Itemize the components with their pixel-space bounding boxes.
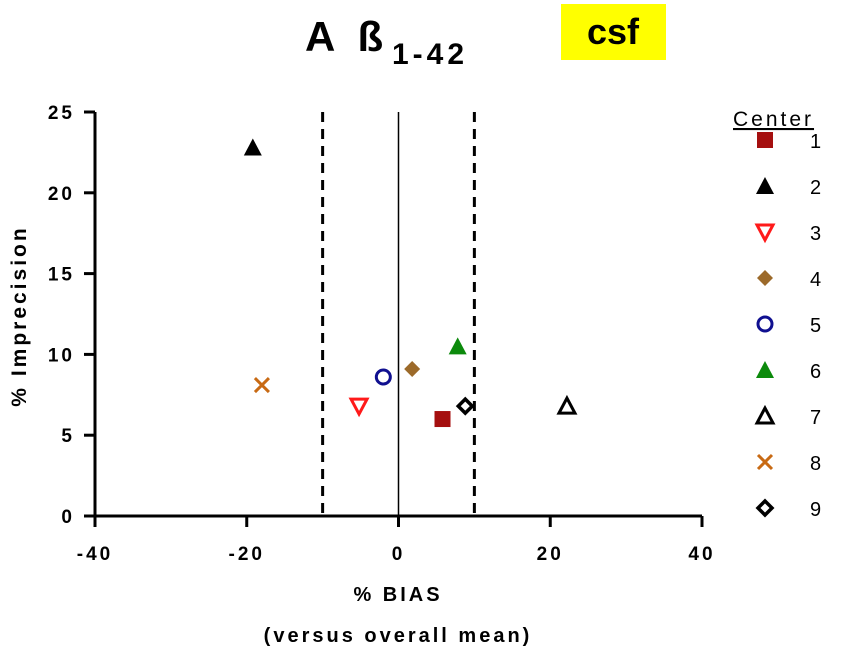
legend-marker-center-1 xyxy=(757,132,773,148)
legend-label-center-9: 9 xyxy=(810,499,821,521)
legend-marker-center-6 xyxy=(756,361,774,378)
data-point-center-9 xyxy=(455,396,475,416)
y-axis-label: % Imprecision xyxy=(8,225,31,406)
x-tick-label: 0 xyxy=(392,544,406,565)
data-point-center-5 xyxy=(374,368,392,386)
legend-marker-center-9 xyxy=(755,498,775,518)
data-point-center-1 xyxy=(434,411,451,428)
x-tick-label: 20 xyxy=(537,544,564,565)
legend-label-center-8: 8 xyxy=(810,453,821,475)
data-points xyxy=(243,138,578,428)
y-tick-label: 20 xyxy=(48,184,75,205)
x-tick-label: -20 xyxy=(229,544,265,565)
y-tick-label: 0 xyxy=(61,507,75,528)
x-axis-label: % BIAS xyxy=(353,584,442,606)
legend-label-center-6: 6 xyxy=(810,361,821,383)
y-tick-label: 25 xyxy=(48,103,75,124)
csf-badge-background xyxy=(561,4,666,60)
legend-label-center-1: 1 xyxy=(810,131,821,153)
x-axis-label-subtitle: (versus overall mean) xyxy=(264,625,533,647)
data-point-center-6 xyxy=(448,337,467,355)
y-tick-label: 15 xyxy=(48,265,75,286)
x-tick-label: 40 xyxy=(688,544,715,565)
data-point-center-3 xyxy=(348,397,370,418)
legend: Center 1 2 3 4 5 6 7 8 9 xyxy=(733,108,821,521)
legend-label-center-3: 3 xyxy=(810,223,821,245)
chart-title: A ß xyxy=(305,13,389,60)
y-tick-label: 5 xyxy=(61,426,75,447)
legend-label-center-5: 5 xyxy=(810,315,821,337)
y-tick-label: 10 xyxy=(48,345,75,366)
data-point-center-7 xyxy=(556,394,578,415)
legend-title: Center xyxy=(733,108,814,131)
data-point-center-2 xyxy=(243,138,262,156)
legend-marker-center-5 xyxy=(756,315,774,333)
data-point-center-4 xyxy=(404,360,421,377)
csf-badge-label: csf xyxy=(587,11,640,52)
legend-label-center-4: 4 xyxy=(810,269,821,291)
plot-area: -40 -20 0 20 40 0 5 10 15 20 25 xyxy=(48,103,715,565)
legend-marker-center-8 xyxy=(756,453,774,471)
chart-title-group: A ß 1-42 xyxy=(305,13,468,71)
legend-label-center-2: 2 xyxy=(810,177,821,199)
legend-marker-center-4 xyxy=(757,270,773,286)
legend-label-center-7: 7 xyxy=(810,407,821,429)
legend-marker-center-7 xyxy=(754,404,776,425)
legend-marker-center-3 xyxy=(754,223,776,244)
legend-marker-center-2 xyxy=(756,177,774,194)
x-tick-label: -40 xyxy=(77,544,113,565)
data-point-center-8 xyxy=(253,377,270,394)
chart-title-subscript: 1-42 xyxy=(392,38,468,71)
